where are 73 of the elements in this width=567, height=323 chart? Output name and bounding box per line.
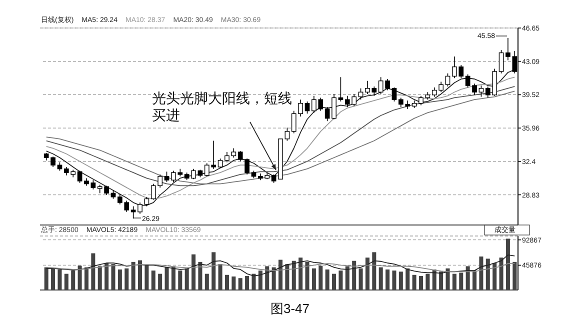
bar	[466, 266, 470, 290]
bar	[426, 274, 430, 290]
bar	[512, 262, 517, 290]
bar	[499, 258, 504, 290]
bar	[452, 274, 456, 290]
bar	[84, 267, 88, 290]
bar	[392, 270, 396, 290]
bar	[506, 238, 510, 290]
bar	[406, 268, 410, 290]
annotation: 光头光脚大阳线，短线买进	[152, 90, 292, 123]
caption: 图3-47	[270, 301, 310, 316]
bar	[71, 270, 76, 290]
bar	[224, 274, 229, 290]
bar	[439, 272, 444, 290]
bar	[138, 260, 142, 290]
bar	[325, 269, 330, 290]
bar	[459, 272, 464, 290]
bar	[104, 263, 109, 290]
bar	[446, 268, 450, 290]
bar	[198, 262, 202, 290]
bar	[472, 270, 477, 290]
bar	[78, 266, 82, 290]
bar	[252, 274, 256, 290]
bar	[352, 260, 356, 290]
bar	[131, 262, 136, 290]
bar	[345, 266, 350, 290]
bar	[238, 278, 242, 290]
bar	[158, 274, 162, 290]
bar	[492, 263, 497, 290]
bar	[292, 260, 296, 290]
bar	[486, 258, 490, 290]
bar	[44, 267, 48, 290]
bar	[278, 260, 283, 290]
bar	[412, 274, 416, 290]
bar	[265, 266, 270, 290]
bar	[365, 258, 370, 290]
bar	[479, 256, 484, 290]
bar	[418, 276, 423, 290]
bar	[245, 276, 250, 290]
bar	[332, 274, 336, 290]
bar	[192, 254, 196, 290]
bar	[272, 267, 276, 290]
bar	[232, 276, 236, 290]
bar	[218, 264, 222, 290]
bar	[204, 274, 209, 290]
bar	[358, 268, 363, 290]
bar	[305, 262, 310, 290]
bar	[338, 270, 343, 290]
bar	[51, 268, 56, 290]
bar	[58, 269, 62, 290]
bar	[98, 266, 102, 290]
bar	[432, 269, 436, 290]
bar	[178, 270, 182, 290]
bar	[398, 272, 403, 290]
bar	[64, 274, 68, 290]
bar	[124, 268, 129, 290]
bar	[285, 264, 290, 290]
bar	[111, 264, 116, 290]
bar	[386, 269, 390, 290]
bar	[144, 265, 149, 290]
bar	[151, 270, 156, 290]
bar	[378, 267, 383, 290]
bar	[372, 252, 376, 290]
bar	[212, 252, 216, 290]
bar	[258, 270, 262, 290]
bar	[298, 258, 303, 290]
bar	[118, 269, 122, 290]
bar	[312, 268, 316, 290]
bar	[164, 267, 169, 290]
bar	[91, 253, 96, 290]
bar	[171, 266, 176, 290]
bar	[184, 268, 189, 290]
bar	[318, 266, 323, 290]
